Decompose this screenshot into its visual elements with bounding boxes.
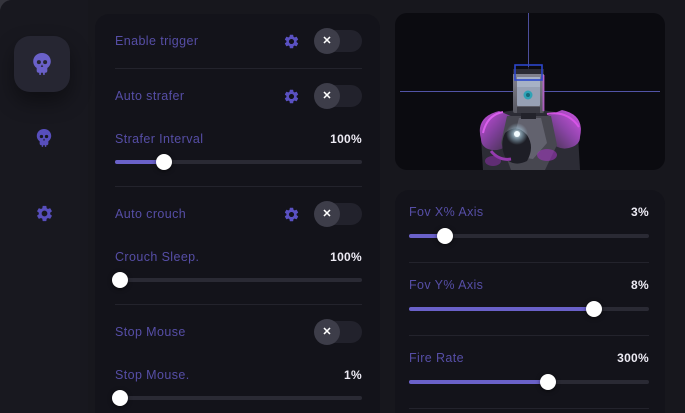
auto-crouch-toggle[interactable]: ✕ xyxy=(314,201,362,227)
fire-rate-slider[interactable] xyxy=(409,374,649,390)
slider-label: Fire Rate xyxy=(409,350,465,365)
feature-label: Auto strafer xyxy=(115,89,185,103)
model-preview-panel xyxy=(395,13,665,170)
slider-thumb[interactable] xyxy=(540,374,557,390)
gear-icon xyxy=(284,89,299,103)
skull-icon xyxy=(36,129,52,147)
slider-thumb[interactable] xyxy=(156,154,173,170)
fov-y-slider[interactable] xyxy=(409,301,649,317)
slider-value: 100% xyxy=(330,131,362,146)
feature-label: Enable trigger xyxy=(115,34,199,48)
stop-mouse-slider[interactable] xyxy=(111,390,362,406)
toggle-x-icon: ✕ xyxy=(314,201,340,227)
toggle-x-icon: ✕ xyxy=(314,28,340,54)
slider-fill xyxy=(409,374,557,390)
fov-x-slider[interactable] xyxy=(409,228,649,244)
gear-icon xyxy=(284,207,299,221)
sidebar-item-settings[interactable] xyxy=(0,199,88,227)
feature-row-stop-mouse: Stop Mouse ✕ xyxy=(115,305,362,359)
sidebar xyxy=(0,0,88,413)
divider xyxy=(409,262,649,263)
auto-strafer-toggle[interactable]: ✕ xyxy=(314,83,362,109)
divider xyxy=(115,304,362,305)
slider-label: Fov X% Axis xyxy=(409,204,484,219)
divider xyxy=(409,408,649,409)
divider xyxy=(115,186,362,187)
aim-settings-panel: Fov X% Axis 3% Fov Y% Axis 8% xyxy=(395,190,665,413)
slider-label: Stop Mouse. xyxy=(115,367,190,382)
auto-crouch-settings-button[interactable] xyxy=(283,206,300,223)
fov-y-slider-block: Fov Y% Axis 8% xyxy=(409,263,649,335)
gear-icon xyxy=(36,205,52,221)
slider-fill xyxy=(115,154,173,170)
slider-fill xyxy=(111,272,128,288)
fov-x-slider-block: Fov X% Axis 3% xyxy=(409,190,649,262)
slider-value: 3% xyxy=(631,204,649,219)
feature-row-enable-trigger: Enable trigger ✕ xyxy=(115,14,362,68)
slider-value: 1% xyxy=(344,367,362,382)
skull-icon xyxy=(33,53,51,75)
slider-fill xyxy=(409,301,602,317)
strafer-interval-slider-block: Strafer Interval 100% xyxy=(115,123,362,186)
sidebar-item-trigger[interactable] xyxy=(14,36,70,92)
slider-value: 100% xyxy=(330,249,362,264)
fire-rate-slider-block: Fire Rate 300% xyxy=(409,336,649,408)
enable-trigger-settings-button[interactable] xyxy=(283,33,300,50)
enable-trigger-toggle[interactable]: ✕ xyxy=(314,28,362,54)
sidebar-item-misc[interactable] xyxy=(0,124,88,152)
divider xyxy=(409,335,649,336)
auto-strafer-settings-button[interactable] xyxy=(283,88,300,105)
gear-icon xyxy=(284,34,299,48)
slider-label: Crouch Sleep. xyxy=(115,249,200,264)
slider-fill xyxy=(409,228,453,244)
slider-fill xyxy=(111,390,128,406)
head-hitbox xyxy=(514,64,543,81)
strafer-interval-slider[interactable] xyxy=(115,154,362,170)
crouch-sleep-slider[interactable] xyxy=(111,272,362,288)
slider-label: Strafer Interval xyxy=(115,131,204,146)
feature-label: Auto crouch xyxy=(115,207,187,221)
toggle-x-icon: ✕ xyxy=(314,83,340,109)
slider-thumb[interactable] xyxy=(111,390,128,406)
stop-mouse-slider-block: Stop Mouse. 1% xyxy=(111,359,362,413)
crouch-sleep-slider-block: Crouch Sleep. 100% xyxy=(111,241,362,304)
robot-model xyxy=(479,69,581,170)
feature-row-auto-strafer: Auto strafer ✕ xyxy=(115,69,362,123)
slider-label: Fov Y% Axis xyxy=(409,277,484,292)
slider-value: 300% xyxy=(617,350,649,365)
model-preview xyxy=(400,13,660,170)
slider-thumb[interactable] xyxy=(111,272,128,288)
slider-thumb[interactable] xyxy=(437,228,453,244)
feature-row-auto-crouch: Auto crouch ✕ xyxy=(115,187,362,241)
slider-value: 8% xyxy=(631,277,649,292)
features-panel: Enable trigger ✕ Auto strafer ✕ Strafer … xyxy=(95,14,380,413)
stop-mouse-toggle[interactable]: ✕ xyxy=(314,319,362,345)
feature-label: Stop Mouse xyxy=(115,325,186,339)
toggle-x-icon: ✕ xyxy=(314,319,340,345)
divider xyxy=(115,68,362,69)
slider-thumb[interactable] xyxy=(585,301,602,317)
